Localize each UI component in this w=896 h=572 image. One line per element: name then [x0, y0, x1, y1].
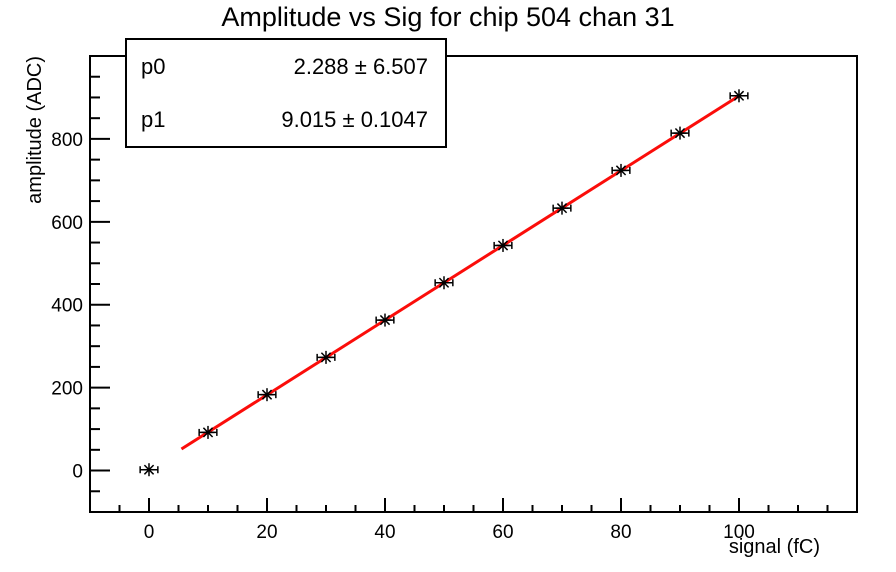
y-tick-label: 400 [51, 296, 83, 317]
chart-title: Amplitude vs Sig for chip 504 chan 31 [221, 2, 675, 32]
marker-ray [261, 389, 273, 400]
stats-p0-label: p0 [141, 53, 166, 79]
data-point [611, 163, 631, 177]
x-tick-label: 60 [492, 522, 513, 543]
marker-ray [379, 314, 391, 326]
marker-ray [320, 352, 332, 363]
fit-line [180, 94, 740, 451]
data-point [139, 463, 159, 477]
stats-p1-value: 9.015 ± 0.1047 [281, 106, 428, 132]
data-point [552, 201, 572, 215]
marker-ray [143, 464, 155, 475]
fit-stats-box: p0 2.288 ± 6.507 p1 9.015 ± 0.1047 [125, 38, 447, 148]
data-point [198, 425, 218, 439]
y-tick-label: 0 [72, 462, 83, 483]
x-tick-label: 0 [144, 522, 155, 543]
x-tick-label: 40 [374, 522, 395, 543]
marker-ray [615, 165, 627, 176]
marker-ray [733, 90, 745, 101]
data-point [375, 313, 395, 327]
y-tick-label: 600 [51, 213, 83, 234]
marker-ray [202, 427, 214, 438]
x-tick-label: 100 [723, 522, 755, 543]
data-point [434, 276, 454, 290]
data-point [257, 388, 277, 402]
y-tick-label: 200 [51, 379, 83, 400]
marker-ray [497, 240, 509, 251]
x-tick-label: 20 [256, 522, 277, 543]
data-point [316, 350, 336, 364]
stats-p0-value: 2.288 ± 6.507 [293, 53, 428, 79]
stats-p1-label: p1 [141, 106, 166, 132]
y-tick-label: 800 [51, 130, 83, 151]
stats-row-p0: p0 2.288 ± 6.507 [127, 54, 445, 80]
marker-ray [674, 127, 686, 139]
data-point [493, 238, 513, 252]
marker-ray [556, 203, 568, 214]
x-axis-title: signal (fC) [728, 536, 820, 558]
data-point [670, 126, 690, 140]
marker-ray [438, 277, 450, 288]
stats-row-p1: p1 9.015 ± 0.1047 [127, 107, 445, 133]
x-tick-label: 80 [610, 522, 631, 543]
data-point [729, 89, 749, 103]
